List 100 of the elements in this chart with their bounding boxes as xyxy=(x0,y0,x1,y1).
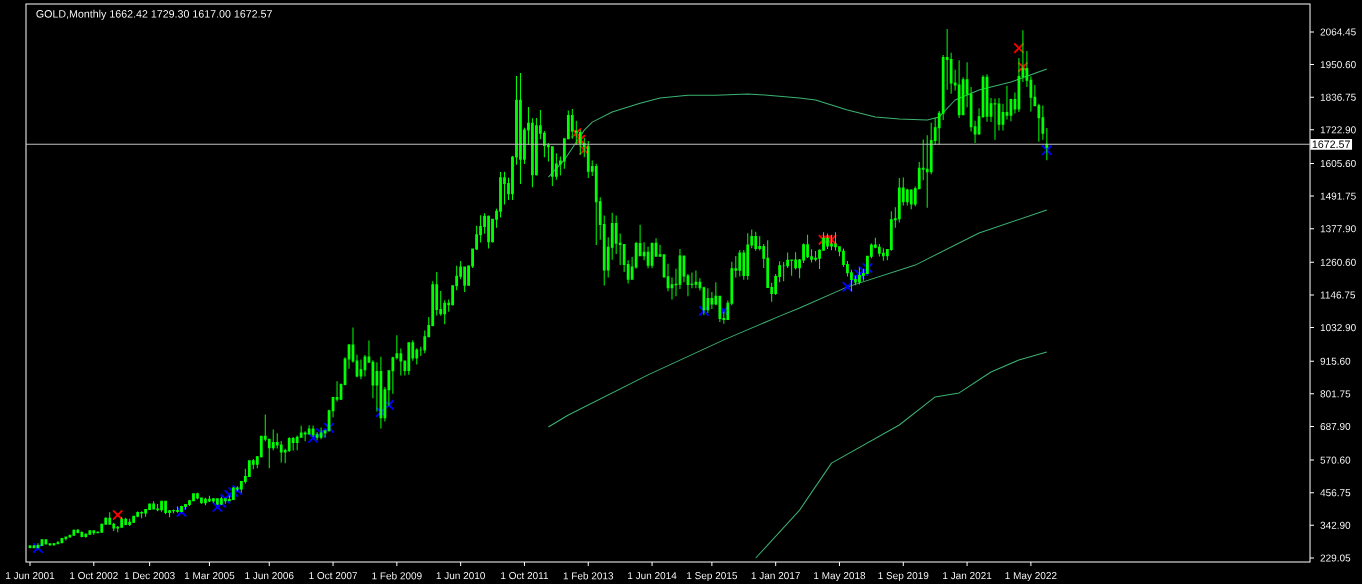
point xyxy=(323,422,335,434)
y-tick-label: 1605.60 xyxy=(1320,160,1356,168)
candlestick xyxy=(826,233,829,250)
candlestick xyxy=(92,530,96,536)
candlestick xyxy=(140,510,144,519)
candlestick xyxy=(76,528,80,535)
candlestick xyxy=(993,98,997,141)
point xyxy=(307,432,319,444)
x-tick-label: 1 Mar 2005 xyxy=(184,572,235,580)
candlestick xyxy=(957,59,961,119)
candlestick xyxy=(650,242,654,269)
y-tick-label: 570.60 xyxy=(1320,456,1351,464)
y-tick-label: 342.90 xyxy=(1320,522,1351,530)
candlestick xyxy=(594,163,598,246)
candlestick xyxy=(48,543,52,547)
candlestick xyxy=(196,492,199,500)
point xyxy=(1017,61,1029,73)
candlestick xyxy=(407,341,411,376)
y-tick-label: 1032.90 xyxy=(1320,324,1356,332)
x-tick-label: 1 Jun 2010 xyxy=(436,572,485,580)
x-tick-label: 1 May 2022 xyxy=(1005,572,1057,582)
y-tick-label: 801.75 xyxy=(1320,390,1351,398)
candlestick xyxy=(44,539,48,546)
candlestick xyxy=(550,145,554,187)
candlestick xyxy=(570,108,574,140)
point xyxy=(219,493,231,505)
candlestick xyxy=(128,518,132,527)
candlestick xyxy=(72,529,76,537)
candlestick xyxy=(1045,127,1049,161)
x-tick-label: 1 Oct 2007 xyxy=(309,572,357,580)
candlestick xyxy=(519,72,522,185)
y-tick-label: 687.90 xyxy=(1320,423,1351,431)
candlestick xyxy=(220,496,223,506)
candlestick xyxy=(379,356,383,430)
x-tick-label: 1 Jun 2014 xyxy=(628,572,677,580)
point xyxy=(315,427,327,439)
x-tick-label: 1 Jan 2017 xyxy=(751,572,800,580)
candlestick xyxy=(204,497,207,506)
x-tick-label: 1 Feb 2013 xyxy=(563,572,614,580)
candlestick xyxy=(132,515,136,524)
point xyxy=(112,509,124,521)
candlestick xyxy=(738,249,742,278)
candlestick xyxy=(32,544,36,549)
candlestick xyxy=(152,500,155,510)
x-tick-label: 1 Jun 2001 xyxy=(6,572,55,580)
y-tick-label: 2064.45 xyxy=(1320,28,1356,36)
point xyxy=(578,144,590,156)
candlestick xyxy=(88,530,92,536)
candlestick xyxy=(1041,105,1045,141)
x-tick-label: 1 Feb 2009 xyxy=(372,572,422,580)
candlestick xyxy=(216,498,219,506)
point xyxy=(861,262,873,274)
candlestick xyxy=(359,359,363,380)
point xyxy=(841,281,854,293)
candlestick xyxy=(40,539,44,547)
point xyxy=(175,506,188,518)
point xyxy=(227,486,239,498)
y-tick-label: 1377.90 xyxy=(1320,225,1356,233)
x-tick-label: 1 Dec 2003 xyxy=(124,572,175,580)
candlestick xyxy=(985,73,989,123)
candlestick xyxy=(897,177,901,224)
x-tick-label: 1 Oct 2002 xyxy=(70,572,118,580)
y-tick-label: 1146.75 xyxy=(1320,291,1356,299)
candlestick xyxy=(487,215,490,250)
candlestick xyxy=(172,509,175,514)
ref-line-label: 1672.57 xyxy=(1312,140,1350,149)
candlestick xyxy=(208,495,211,503)
candlestick xyxy=(646,246,650,269)
candlestick xyxy=(184,504,187,511)
y-tick-label: 915.60 xyxy=(1320,357,1351,365)
point xyxy=(1013,42,1025,54)
candlestick xyxy=(319,427,323,441)
candlestick xyxy=(694,270,698,290)
x-tick-label: 1 Jan 2021 xyxy=(943,572,992,580)
candlestick xyxy=(754,231,758,252)
y-tick-label: 1491.75 xyxy=(1320,192,1356,200)
candlestick xyxy=(830,234,833,251)
candlestick xyxy=(806,234,809,259)
x-tick-label: 1 Sep 2015 xyxy=(687,572,738,582)
text: GOLD,Monthly 1662.42 1729.30 1617.00 1672.57 xyxy=(36,10,272,20)
candlestick xyxy=(164,500,167,515)
candlestick xyxy=(834,231,837,252)
candlestick xyxy=(224,498,227,505)
candlestick xyxy=(192,493,195,502)
y-tick-label: 456.75 xyxy=(1320,489,1351,497)
y-tick-label: 1722.90 xyxy=(1320,126,1356,134)
candlestick xyxy=(124,517,128,527)
candlestick xyxy=(160,500,163,513)
candlestick xyxy=(64,536,68,542)
candlestick xyxy=(746,232,750,281)
point xyxy=(1041,144,1053,156)
y-tick-label: 229.05 xyxy=(1320,554,1351,562)
x-tick-label: 1 Sep 2019 xyxy=(878,572,929,582)
x-tick-label: 1 Oct 2011 xyxy=(501,572,549,580)
y-tick-label: 1260.60 xyxy=(1320,259,1356,267)
point xyxy=(383,399,395,411)
candlestick xyxy=(176,506,179,514)
candlestick xyxy=(200,497,203,505)
line-series xyxy=(547,68,1048,178)
candlestick xyxy=(858,267,861,286)
